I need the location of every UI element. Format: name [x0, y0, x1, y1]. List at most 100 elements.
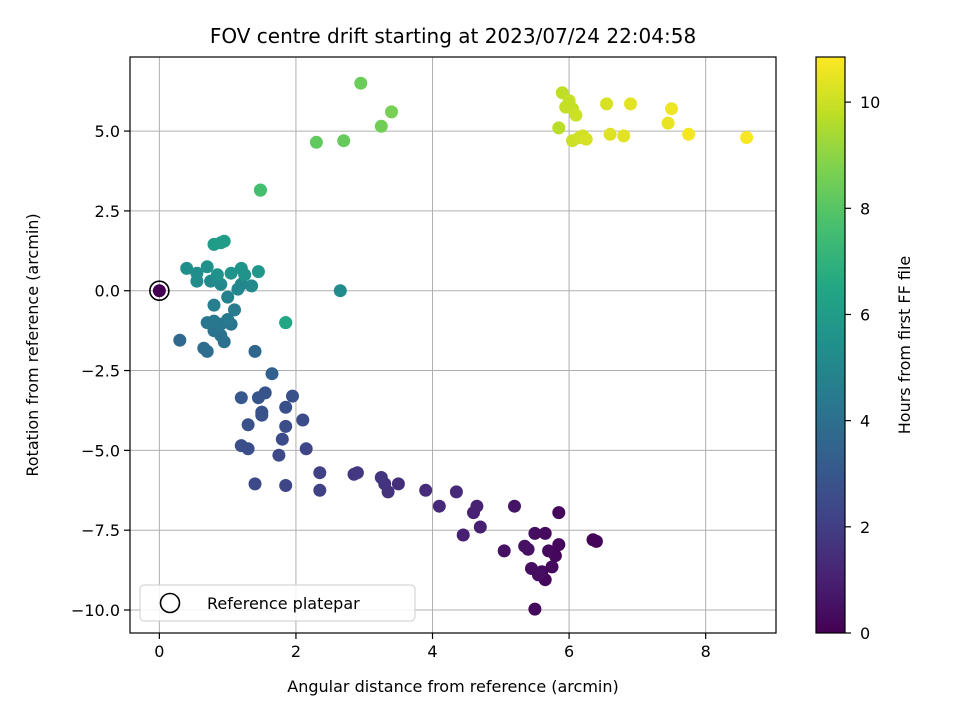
data-point — [545, 560, 559, 574]
data-point — [210, 268, 224, 282]
y-tick-label: 2.5 — [95, 202, 120, 221]
plot-background — [130, 57, 776, 633]
colorbar-tick-label: 4 — [860, 412, 870, 431]
data-point — [265, 367, 279, 381]
plot-area — [129, 56, 777, 634]
data-point — [299, 442, 313, 456]
data-point — [279, 316, 293, 330]
data-point — [279, 479, 293, 492]
scatter-points — [152, 76, 754, 616]
data-point — [251, 265, 265, 279]
data-point — [432, 499, 446, 513]
data-point — [180, 261, 194, 275]
data-point — [200, 260, 214, 274]
data-point — [245, 279, 259, 293]
data-point — [255, 405, 269, 419]
colorbar-tick-label: 8 — [860, 199, 870, 218]
data-point — [313, 483, 327, 497]
data-point — [419, 483, 433, 497]
data-point — [740, 131, 754, 144]
data-point — [248, 344, 262, 358]
data-point — [603, 127, 617, 141]
data-point — [221, 290, 235, 304]
data-point — [497, 544, 511, 558]
colorbar-ticks: 0 2 4 6 8 10 — [845, 93, 880, 643]
data-point — [313, 466, 327, 480]
data-point — [296, 413, 310, 427]
data-point — [228, 303, 241, 317]
data-point — [258, 386, 272, 400]
data-point — [508, 499, 521, 513]
y-axis: −10.0 −7.5 −5.0 −2.5 0.0 2.5 5.0 — [71, 122, 130, 620]
legend-reference-marker — [159, 592, 181, 614]
reference-point — [152, 284, 166, 298]
data-point — [354, 76, 368, 90]
data-point — [286, 389, 299, 403]
x-axis-label: Angular distance from reference (arcmin) — [287, 677, 618, 696]
x-tick-label: 4 — [427, 642, 437, 661]
data-point — [374, 471, 388, 484]
colorbar: 0 2 4 6 8 10 Hours from first FF file — [815, 56, 914, 643]
y-tick-label: 0.0 — [95, 282, 120, 301]
data-point — [241, 442, 255, 456]
data-point — [241, 418, 255, 432]
y-tick-label: −10.0 — [71, 601, 120, 620]
data-point — [661, 116, 675, 130]
data-point — [569, 108, 583, 122]
data-point — [473, 520, 487, 534]
data-point — [589, 534, 603, 548]
data-point — [248, 477, 262, 491]
data-point — [214, 328, 228, 342]
data-point — [173, 333, 187, 347]
x-axis: 0 2 4 6 8 — [154, 633, 711, 661]
data-point — [309, 135, 323, 149]
data-point — [221, 313, 235, 326]
data-point — [272, 448, 286, 462]
data-point — [538, 526, 552, 540]
data-point — [224, 266, 238, 280]
data-point — [552, 538, 566, 552]
data-point — [234, 391, 248, 405]
data-point — [542, 544, 556, 558]
data-point — [238, 268, 252, 282]
x-tick-label: 0 — [154, 642, 164, 661]
y-tick-label: −5.0 — [81, 441, 120, 460]
data-point — [190, 266, 204, 280]
data-point — [200, 344, 214, 358]
data-point — [279, 400, 293, 414]
data-point — [521, 542, 535, 556]
y-tick-label: 5.0 — [95, 122, 120, 141]
data-point — [665, 102, 678, 116]
data-point — [347, 467, 361, 481]
data-point — [552, 121, 566, 135]
data-point — [470, 499, 484, 513]
data-point — [600, 97, 614, 111]
data-point — [391, 477, 405, 491]
data-point — [385, 105, 398, 119]
y-tick-label: −7.5 — [81, 521, 120, 540]
data-point — [217, 234, 231, 248]
data-point — [337, 134, 351, 148]
chart-title: FOV centre drift starting at 2023/07/24 … — [210, 24, 696, 48]
colorbar-tick-label: 6 — [860, 305, 870, 324]
plot-frame — [129, 56, 777, 634]
data-point — [275, 432, 289, 446]
data-point — [579, 132, 593, 146]
data-point — [333, 284, 347, 298]
colorbar-tick-label: 0 — [860, 624, 870, 643]
legend-frame — [139, 584, 416, 622]
data-point — [279, 419, 293, 433]
data-point — [456, 528, 470, 542]
data-point — [528, 602, 542, 616]
colorbar-tick-label: 10 — [860, 93, 880, 112]
legend-label-reference-platepar: Reference platepar — [207, 594, 360, 613]
y-axis-label: Rotation from reference (arcmin) — [23, 213, 42, 476]
data-point — [624, 97, 637, 111]
data-point — [374, 119, 388, 133]
reference-platepar-marker — [149, 280, 170, 302]
data-point — [528, 526, 542, 540]
data-point — [207, 298, 221, 312]
colorbar-tick-label: 2 — [860, 518, 870, 537]
colorbar-label: Hours from first FF file — [895, 256, 914, 435]
